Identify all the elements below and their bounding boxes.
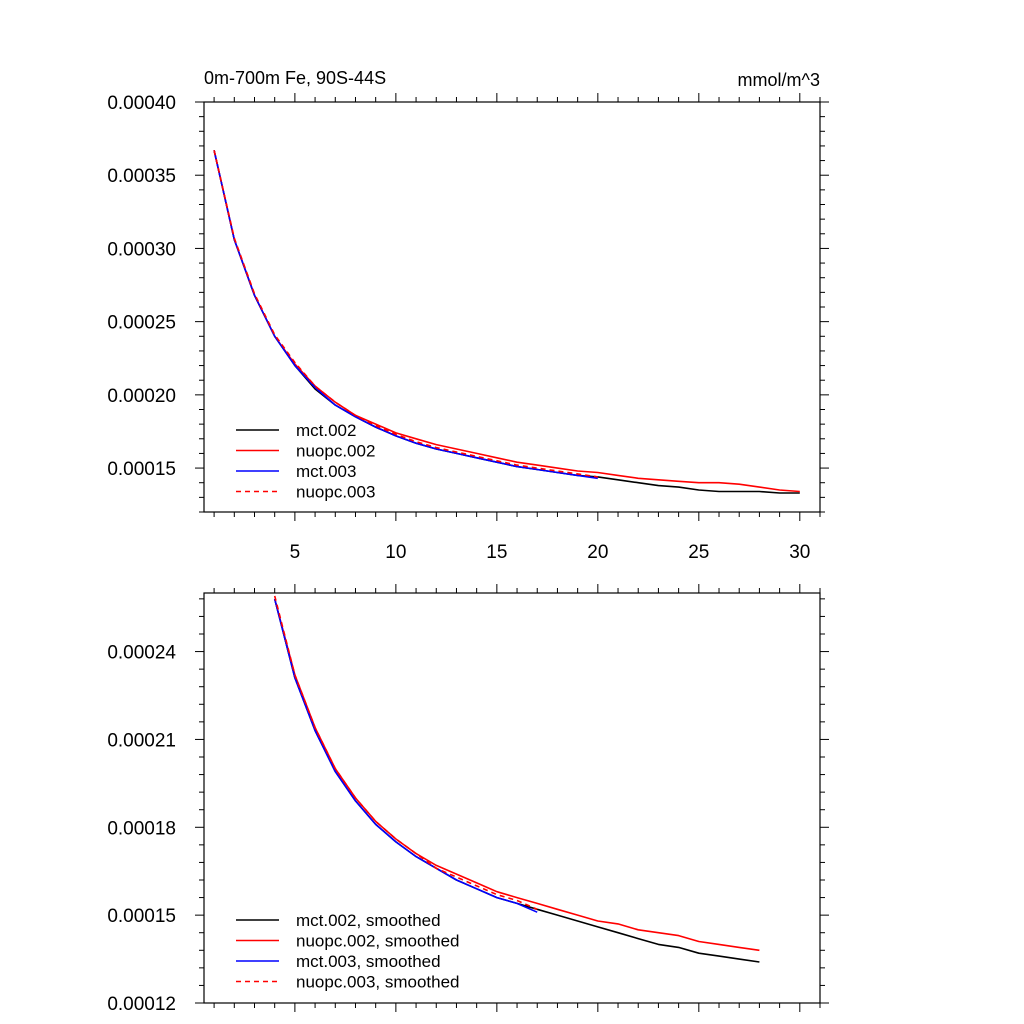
x-tick-label: 15 [486, 542, 507, 563]
series-lines-bottom [273, 595, 760, 963]
y-tick-label: 0.00025 [107, 313, 176, 334]
legend-label: nuopc.002 [296, 442, 375, 461]
x-tick-label: 10 [385, 542, 406, 563]
x-tick-label: 5 [290, 542, 301, 563]
legend-label: mct.002 [296, 421, 356, 440]
chart-panel-bottom: 0.00012 0.00015 0.00018 0.00021 0.00024 mct.… [107, 584, 829, 1015]
y-tick-label: 0.00024 [107, 643, 176, 664]
y-tick-label: 0.00030 [107, 239, 176, 260]
series-line [213, 150, 598, 478]
plot-frame-bottom [203, 592, 821, 1004]
legend-bottom: mct.002, smoothed nuopc.002, smoothedmct.… [236, 911, 460, 992]
legend-label: mct.003 [296, 462, 356, 481]
x-tick-label: 25 [688, 542, 709, 563]
legend-label: mct.002, smoothed [296, 911, 441, 930]
series-lines-top [213, 150, 800, 494]
series-line [213, 150, 598, 480]
x-tick-label: 30 [789, 542, 810, 563]
legend-label: mct.003, smoothed [296, 952, 441, 971]
y-tick-labels-top: 0.00015 0.00020 0.00025 0.00030 0.00035 0.000… [107, 93, 176, 480]
y-tick-label: 0.00018 [107, 818, 176, 839]
y-tick-label: 0.00015 [107, 459, 176, 480]
legend-label: nuopc.003, smoothed [296, 973, 460, 992]
y-tick-label: 0.00012 [107, 994, 176, 1015]
tick-marks-top [195, 93, 829, 521]
series-line [273, 595, 538, 911]
y-tick-label: 0.00021 [107, 730, 176, 751]
y-tick-label: 0.00020 [107, 386, 176, 407]
series-line [273, 598, 538, 913]
chart-panel-top: 0m-700m Fe, 90S-44S mmol/m^3 0.000150.00… [107, 68, 829, 563]
y-tick-label: 0.00015 [107, 906, 176, 927]
x-tick-labels-top: 5 10 15 20 25 30 [290, 542, 811, 563]
series-line [273, 598, 760, 963]
y-tick-label: 0.00040 [107, 93, 176, 114]
tick-marks-bottom [195, 584, 829, 1012]
chart-units-label: mmol/m^3 [738, 70, 820, 90]
chart-title: 0m-700m Fe, 90S-44S [204, 68, 386, 88]
series-line [213, 150, 800, 493]
y-tick-labels-bottom: 0.00012 0.00015 0.00018 0.00021 0.00024 [107, 643, 176, 1015]
series-line [273, 598, 760, 952]
y-tick-label: 0.00035 [107, 166, 176, 187]
x-tick-label: 20 [587, 542, 608, 563]
legend-label: nuopc.002, smoothed [296, 932, 460, 951]
legend-label: nuopc.003 [296, 483, 375, 502]
plot-frame-top [203, 101, 821, 513]
